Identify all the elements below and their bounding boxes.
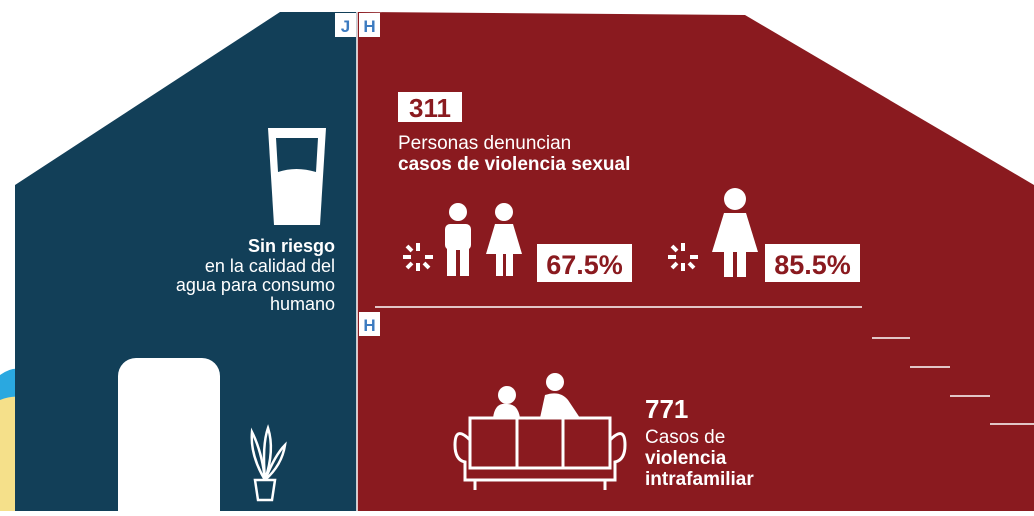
tag: H (363, 316, 375, 335)
label-bold: casos de violencia sexual (398, 154, 630, 175)
percent: 85.5% (774, 250, 851, 280)
label: Personas denuncian (398, 133, 571, 154)
percent: 67.5% (546, 250, 623, 280)
infographic: J H H Sin riesgo en la calidad del agua … (0, 0, 1034, 511)
text-line: humano (270, 294, 335, 314)
tag: J (341, 17, 350, 36)
door (118, 358, 220, 511)
tag: H (363, 17, 375, 36)
heading: Sin riesgo (248, 236, 335, 256)
text-line: en la calidad del (205, 256, 335, 276)
label-bold: violencia (645, 448, 727, 469)
glass-inner (276, 138, 318, 172)
label-bold: intrafamiliar (645, 469, 754, 490)
count: 311 (409, 93, 451, 123)
text-line: agua para consumo (176, 275, 335, 295)
count: 771 (645, 394, 688, 424)
label: Casos de (645, 427, 725, 448)
